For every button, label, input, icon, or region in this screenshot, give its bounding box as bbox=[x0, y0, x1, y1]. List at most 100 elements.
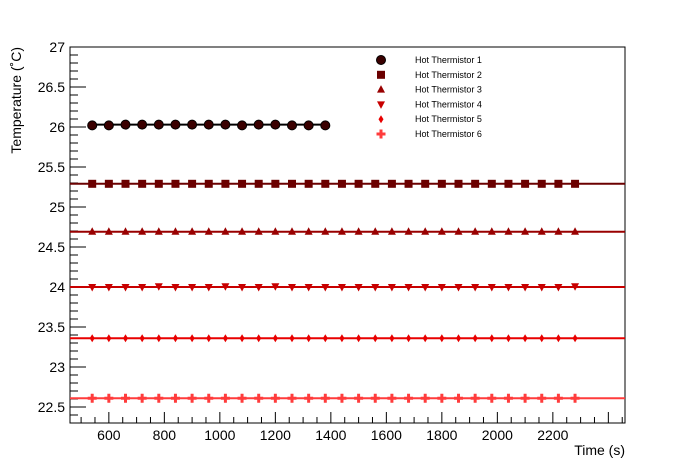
data-point-thermistor-5 bbox=[222, 334, 228, 343]
data-point-thermistor-4 bbox=[304, 284, 313, 292]
legend-label-5: Hot Thermistor 5 bbox=[415, 114, 482, 124]
y-tick-label: 26.5 bbox=[38, 79, 65, 95]
data-point-thermistor-2 bbox=[271, 179, 280, 188]
legend-marker-3 bbox=[377, 85, 385, 93]
data-point-thermistor-4 bbox=[504, 284, 513, 292]
data-point-thermistor-2 bbox=[537, 179, 546, 188]
data-point-thermistor-2 bbox=[304, 179, 313, 188]
y-tick-label: 27 bbox=[49, 39, 65, 55]
data-point-thermistor-5 bbox=[289, 334, 295, 343]
data-point-thermistor-1 bbox=[287, 120, 297, 131]
legend-marker-4 bbox=[377, 101, 385, 109]
data-point-thermistor-5 bbox=[239, 334, 245, 343]
legend-label-3: Hot Thermistor 3 bbox=[415, 85, 482, 95]
data-point-thermistor-5 bbox=[123, 334, 128, 343]
plot-frame bbox=[69, 46, 626, 424]
data-point-thermistor-4 bbox=[138, 284, 147, 292]
legend: Hot Thermistor 1 Hot Thermistor 2 Hot Ther… bbox=[376, 55, 482, 139]
data-point-thermistor-5 bbox=[156, 334, 162, 343]
y-tick-label: 26 bbox=[49, 119, 65, 135]
data-point-thermistor-2 bbox=[521, 179, 530, 188]
data-point-thermistor-3 bbox=[337, 227, 346, 235]
data-point-thermistor-4 bbox=[521, 284, 530, 292]
x-axis-title: Time (s) bbox=[574, 442, 625, 458]
data-point-thermistor-2 bbox=[387, 179, 396, 188]
data-point-thermistor-2 bbox=[437, 179, 446, 188]
data-point-thermistor-2 bbox=[321, 179, 330, 188]
data-point-thermistor-6 bbox=[454, 393, 463, 403]
data-point-thermistor-5 bbox=[406, 334, 412, 343]
y-tick-label: 22.5 bbox=[38, 399, 65, 415]
data-point-thermistor-4 bbox=[371, 284, 380, 292]
legend-label-2: Hot Thermistor 2 bbox=[415, 70, 482, 80]
data-point-thermistor-3 bbox=[304, 227, 313, 235]
data-point-thermistor-3 bbox=[188, 227, 197, 235]
data-point-thermistor-2 bbox=[571, 179, 580, 188]
data-point-thermistor-1 bbox=[103, 120, 114, 131]
data-point-thermistor-6 bbox=[254, 393, 264, 403]
data-point-thermistor-1 bbox=[187, 119, 198, 130]
data-point-thermistor-4 bbox=[221, 283, 230, 291]
data-point-thermistor-4 bbox=[321, 284, 330, 292]
y-tick-label: 23 bbox=[49, 359, 65, 375]
data-point-thermistor-5 bbox=[256, 334, 262, 343]
data-point-thermistor-2 bbox=[487, 179, 496, 188]
y-tick-label: 25.5 bbox=[38, 159, 65, 175]
data-point-thermistor-3 bbox=[437, 227, 446, 235]
data-point-thermistor-4 bbox=[471, 284, 480, 292]
y-tick-label: 24 bbox=[49, 279, 65, 295]
data-point-thermistor-3 bbox=[221, 227, 230, 235]
data-point-thermistor-6 bbox=[370, 393, 380, 403]
data-point-thermistor-5 bbox=[206, 334, 212, 343]
x-tick-label: 1800 bbox=[426, 427, 457, 443]
data-point-thermistor-6 bbox=[387, 393, 397, 403]
data-point-thermistor-4 bbox=[254, 284, 263, 292]
data-point-thermistor-4 bbox=[421, 284, 430, 292]
data-point-thermistor-6 bbox=[537, 393, 547, 403]
data-point-thermistor-2 bbox=[104, 179, 113, 188]
data-point-thermistor-6 bbox=[570, 393, 580, 403]
data-point-thermistor-6 bbox=[87, 393, 97, 403]
data-point-thermistor-2 bbox=[504, 179, 513, 188]
data-point-thermistor-5 bbox=[489, 334, 495, 343]
data-point-thermistor-2 bbox=[121, 179, 130, 188]
data-point-thermistor-3 bbox=[354, 227, 363, 235]
x-tick-label: 1000 bbox=[204, 427, 235, 443]
data-point-thermistor-2 bbox=[371, 179, 380, 188]
data-point-thermistor-5 bbox=[422, 334, 428, 343]
data-point-thermistor-6 bbox=[470, 393, 480, 403]
data-point-thermistor-4 bbox=[404, 284, 413, 292]
data-point-thermistor-6 bbox=[287, 393, 297, 403]
data-point-thermistor-6 bbox=[553, 393, 563, 403]
data-point-thermistor-3 bbox=[321, 227, 330, 235]
data-point-thermistor-4 bbox=[121, 284, 130, 292]
data-point-thermistor-6 bbox=[270, 393, 280, 403]
data-point-thermistor-4 bbox=[554, 284, 563, 292]
data-point-thermistor-5 bbox=[356, 334, 362, 343]
data-point-thermistor-5 bbox=[439, 334, 445, 343]
data-point-thermistor-3 bbox=[138, 227, 147, 235]
data-point-thermistor-4 bbox=[188, 284, 197, 292]
data-point-thermistor-5 bbox=[89, 334, 95, 343]
data-point-thermistor-2 bbox=[221, 179, 230, 188]
data-point-thermistor-3 bbox=[571, 227, 580, 235]
data-point-thermistor-3 bbox=[121, 227, 130, 235]
data-point-thermistor-3 bbox=[421, 227, 430, 235]
data-point-thermistor-1 bbox=[153, 119, 164, 130]
data-point-thermistor-3 bbox=[521, 227, 530, 235]
data-point-thermistor-1 bbox=[137, 119, 148, 130]
data-point-thermistor-3 bbox=[254, 227, 263, 235]
y-axis-title: Temperature (˚C) bbox=[8, 47, 24, 154]
legend-marker-2 bbox=[377, 70, 385, 79]
x-tick-label: 2000 bbox=[482, 427, 513, 443]
data-point-thermistor-5 bbox=[555, 334, 561, 343]
data-point-thermistor-1 bbox=[170, 119, 181, 130]
data-point-thermistor-6 bbox=[204, 393, 214, 403]
data-point-thermistor-1 bbox=[220, 119, 231, 130]
data-point-thermistor-6 bbox=[137, 393, 147, 403]
x-tick-label: 600 bbox=[97, 427, 121, 443]
data-point-thermistor-5 bbox=[522, 334, 528, 343]
legend-marker-1 bbox=[376, 55, 386, 65]
data-point-thermistor-5 bbox=[172, 334, 178, 343]
